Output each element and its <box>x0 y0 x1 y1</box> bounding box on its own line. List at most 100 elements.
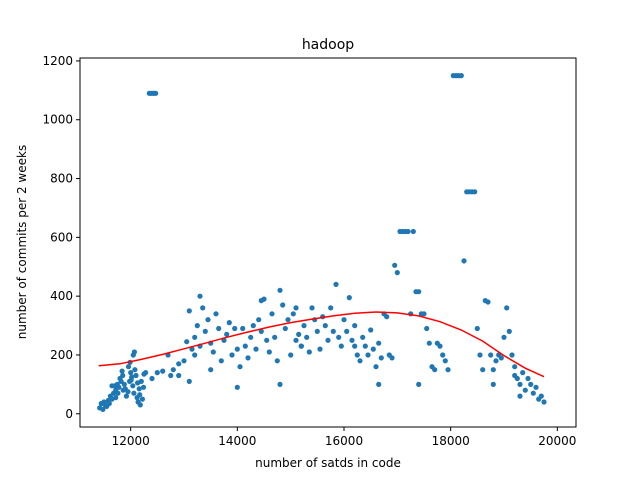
data-point <box>116 384 122 390</box>
data-point <box>498 355 504 361</box>
data-point <box>338 343 344 349</box>
data-point <box>368 327 374 333</box>
data-point <box>520 370 526 376</box>
axis-ticks: 12000 14000 16000 18000 20000 0 200 400 600 800 10… <box>42 54 576 448</box>
data-point <box>186 308 192 314</box>
data-point <box>149 375 155 382</box>
data-point <box>506 328 512 334</box>
data-point <box>517 381 523 387</box>
data-point <box>253 346 259 352</box>
data-point <box>192 334 198 340</box>
data-point <box>136 386 142 392</box>
data-point <box>410 228 416 235</box>
x-tick-label: 18000 <box>432 434 470 448</box>
data-point <box>115 390 121 396</box>
data-point <box>132 367 138 373</box>
data-point <box>394 270 400 276</box>
data-point <box>330 328 336 334</box>
data-point <box>272 334 278 340</box>
data-point <box>234 346 240 352</box>
data-point <box>333 281 339 287</box>
data-point <box>229 352 235 358</box>
plot-area <box>97 73 547 412</box>
data-point <box>240 325 246 332</box>
chart-title: hadoop <box>302 37 354 53</box>
y-axis-label: number of commits per 2 weeks <box>15 145 29 339</box>
data-point <box>442 358 448 364</box>
data-point <box>123 393 129 399</box>
trend-line <box>98 311 545 378</box>
data-point <box>325 337 331 343</box>
data-point <box>277 381 283 387</box>
data-point <box>285 317 291 323</box>
data-point <box>336 334 342 340</box>
data-point <box>128 370 134 376</box>
x-axis-label: number of satds in code <box>255 456 401 470</box>
data-point <box>280 302 286 308</box>
data-point <box>258 298 264 304</box>
data-point <box>512 372 518 379</box>
x-tick-label: 14000 <box>218 434 256 448</box>
data-point <box>352 343 358 349</box>
x-tick-label: 16000 <box>325 434 363 448</box>
data-point <box>309 305 315 311</box>
data-point <box>226 320 232 326</box>
data-point <box>445 367 451 373</box>
y-tick-label: 600 <box>50 230 73 244</box>
data-point <box>293 305 299 311</box>
data-point <box>154 370 160 376</box>
data-point <box>216 325 222 332</box>
data-point <box>140 384 147 390</box>
data-point <box>522 387 528 393</box>
plot-frame <box>79 57 577 428</box>
data-point <box>258 328 264 334</box>
data-point <box>458 73 464 79</box>
data-point <box>296 331 302 337</box>
data-point <box>234 384 240 390</box>
y-tick-label: 1000 <box>42 113 73 127</box>
data-point <box>370 346 376 352</box>
y-tick-label: 0 <box>65 407 73 421</box>
data-point <box>328 305 334 311</box>
data-point <box>389 355 395 361</box>
data-point <box>210 349 216 355</box>
data-point <box>194 323 200 329</box>
y-tick-label: 1200 <box>42 54 73 68</box>
data-point <box>512 364 518 370</box>
data-point <box>200 305 206 311</box>
data-point <box>533 384 539 390</box>
data-point <box>232 325 238 332</box>
data-point <box>477 352 483 358</box>
data-point <box>501 334 507 340</box>
data-point <box>192 352 198 358</box>
data-point <box>181 358 187 364</box>
y-tick-label: 200 <box>50 348 73 362</box>
data-point <box>525 375 531 382</box>
data-point <box>170 367 176 373</box>
data-point <box>137 392 143 398</box>
data-point <box>352 323 358 329</box>
x-tick-label: 12000 <box>112 434 150 448</box>
data-point <box>493 358 499 364</box>
data-point <box>322 323 328 329</box>
data-point <box>266 349 272 355</box>
data-point <box>205 317 211 323</box>
data-point <box>346 295 352 301</box>
data-point <box>224 331 230 337</box>
data-point <box>109 383 115 389</box>
data-point <box>541 399 547 405</box>
data-point <box>317 346 323 352</box>
data-point <box>384 314 390 320</box>
data-point <box>373 364 379 370</box>
data-point <box>186 378 192 384</box>
data-point <box>184 339 190 345</box>
data-point <box>139 396 145 402</box>
data-point <box>437 343 443 349</box>
data-point <box>153 90 159 96</box>
data-point <box>392 262 398 268</box>
data-point <box>218 358 224 364</box>
data-point <box>341 317 347 323</box>
data-point <box>288 352 294 358</box>
data-point <box>133 372 139 379</box>
